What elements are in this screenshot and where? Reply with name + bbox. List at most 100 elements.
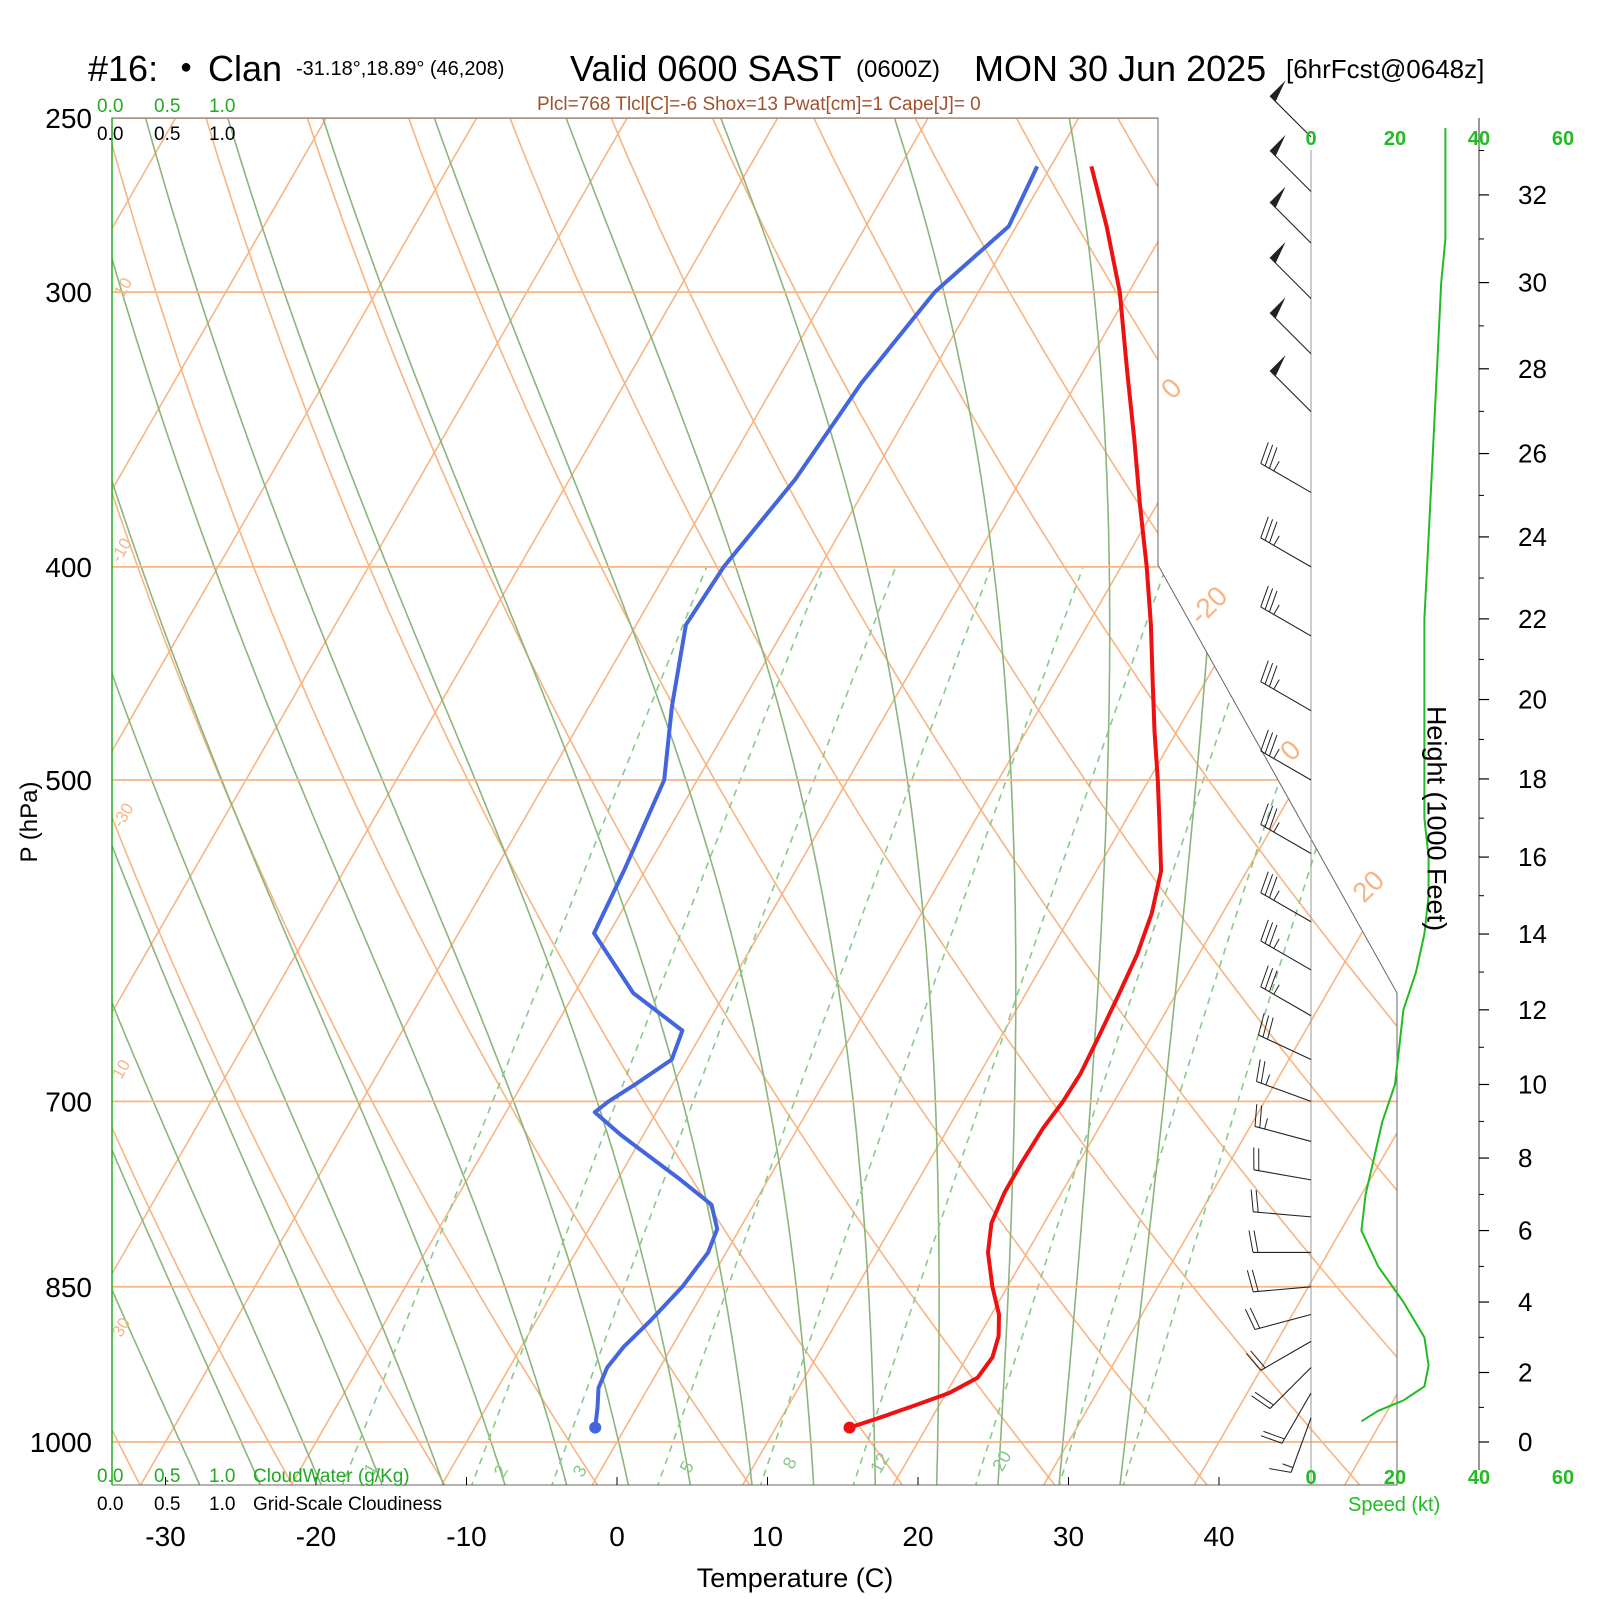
wind-barb-flag — [1267, 1017, 1274, 1040]
wind-barb — [1269, 241, 1312, 299]
height-axis-title: Height (1000 Feet) — [1421, 705, 1452, 932]
wind-barb-half-flag — [1273, 461, 1280, 472]
mixing-ratio-label: 8 — [779, 1454, 801, 1473]
pressure-tick-label: 850 — [45, 1272, 92, 1303]
wind-barb-shaft — [1260, 681, 1312, 712]
wind-barb-pennant — [1269, 241, 1286, 264]
wind-barb-flag — [1264, 874, 1274, 896]
wind-barb-shaft — [1269, 257, 1312, 299]
wind-barb-shaft — [1253, 1169, 1312, 1181]
dewpoint-surface-marker — [589, 1421, 602, 1434]
wind-barb-flag — [1260, 660, 1269, 682]
temperature-tick-label: 10 — [752, 1521, 783, 1552]
wind-barb — [1260, 585, 1312, 637]
wind-barb-pennant — [1269, 297, 1286, 319]
wind-barb-half-flag — [1273, 748, 1280, 759]
dry-adiabat-line — [393, 118, 1234, 1485]
moist-adiabat-line — [1055, 118, 1111, 1485]
speed-tick-label-bottom: 60 — [1552, 1467, 1574, 1489]
temperature-tick-label: -10 — [446, 1521, 486, 1552]
wind-barb-flag — [1260, 803, 1269, 825]
wind-barb-shaft — [1254, 1313, 1312, 1331]
height-tick-label: 20 — [1518, 685, 1547, 715]
wind-barb-flag — [1254, 1391, 1274, 1406]
mixing-ratio-line — [340, 566, 708, 1485]
wind-barb — [1269, 1417, 1312, 1473]
wind-barb-flag — [1264, 519, 1274, 541]
dry-adiabat-line — [112, 118, 311, 1485]
wind-barb — [1269, 186, 1312, 244]
moist-adiabat-line — [887, 118, 1017, 1485]
dry-adiabat-line — [894, 118, 1397, 1485]
sounding-series — [589, 165, 1164, 1434]
forecast-info: [6hrFcst@0648z] — [1286, 54, 1485, 84]
wind-barb-pennant — [1269, 186, 1286, 208]
wind-barb-half-flag — [1273, 822, 1280, 833]
speed-axis-title: Speed (kt) — [1348, 1494, 1441, 1516]
temperature-tick-label: 20 — [902, 1521, 933, 1552]
wind-barb — [1260, 442, 1312, 493]
wind-barb-flag — [1268, 734, 1278, 757]
height-tick-label: 24 — [1518, 522, 1547, 552]
wind-barb-flag — [1268, 590, 1278, 613]
dry-adiabat-line — [0, 79, 2, 1516]
moist-adiabat-line — [315, 118, 757, 1485]
isotherm-label: 0 — [1155, 372, 1188, 405]
y-axis-title: P (hPa) — [16, 781, 43, 863]
isotherm-line — [874, 118, 1397, 1485]
wind-barb-flag — [1264, 588, 1274, 610]
moist-adiabat-line — [112, 118, 576, 1485]
speed-tick-label-bottom: 0 — [1305, 1467, 1316, 1489]
wind-barb-flag — [1269, 1468, 1292, 1473]
wind-barb — [1260, 660, 1312, 712]
pressure-tick-label: 700 — [45, 1086, 92, 1117]
height-tick-label: 30 — [1518, 268, 1547, 298]
wind-barb-flag — [1264, 968, 1274, 990]
moist-adiabat-line — [426, 118, 817, 1485]
wind-barb-flag — [1260, 919, 1269, 942]
wind-barb — [1260, 919, 1312, 971]
valid-time: Valid 0600 SAST — [570, 48, 842, 89]
wind-barb — [1260, 729, 1312, 781]
station-coords: -31.18°,18.89° (46,208) — [296, 58, 505, 80]
mixing-ratio-lines — [340, 566, 1397, 1485]
height-tick-label: 14 — [1518, 919, 1547, 949]
wind-barb-flag — [1253, 1230, 1259, 1253]
wind-barb-flag — [1260, 965, 1269, 987]
pressure-tick-label: 300 — [45, 277, 92, 308]
temperature-surface-marker — [843, 1421, 856, 1434]
wind-barb-flag — [1255, 1189, 1259, 1213]
isotherm-lines — [112, 118, 1397, 1485]
speed-tick-label-top: 40 — [1468, 128, 1490, 150]
wind-barb-flag — [1264, 805, 1274, 828]
plot-border — [111, 117, 1398, 1486]
wind-barb — [1257, 1013, 1312, 1061]
dry-adiabat-line — [112, 118, 465, 1485]
wind-barb-half-flag — [1273, 890, 1280, 901]
dry-adiabat-line — [593, 118, 1397, 1485]
wind-barb-shaft — [1253, 1286, 1312, 1293]
wind-barb — [1260, 516, 1312, 568]
speed-profile — [1360, 128, 1447, 1423]
isotherm-line — [122, 118, 952, 1485]
valid-date: MON 30 Jun 2025 — [974, 48, 1267, 89]
dry-adiabat-line — [112, 118, 619, 1485]
wind-barb-flag — [1268, 665, 1278, 687]
temperature-line — [848, 165, 1164, 1430]
isotherm-line — [1025, 118, 1397, 1485]
wind-barb-shaft — [1269, 312, 1312, 355]
wind-barb-flag — [1263, 1430, 1285, 1440]
wind-barb-flag — [1268, 808, 1278, 830]
wind-barb-shaft — [1256, 1080, 1312, 1102]
wind-barb — [1245, 1340, 1312, 1371]
height-tick-label: 16 — [1518, 842, 1547, 872]
speed-tick-label-bottom: 20 — [1384, 1467, 1406, 1489]
wind-barb — [1269, 80, 1312, 138]
wind-barb-half-flag — [1273, 984, 1280, 995]
wind-barb-shaft — [1253, 1211, 1312, 1218]
height-tick-label: 22 — [1518, 604, 1547, 634]
speed-tick-label-top: 0 — [1305, 128, 1316, 150]
wind-barb — [1248, 1230, 1311, 1254]
